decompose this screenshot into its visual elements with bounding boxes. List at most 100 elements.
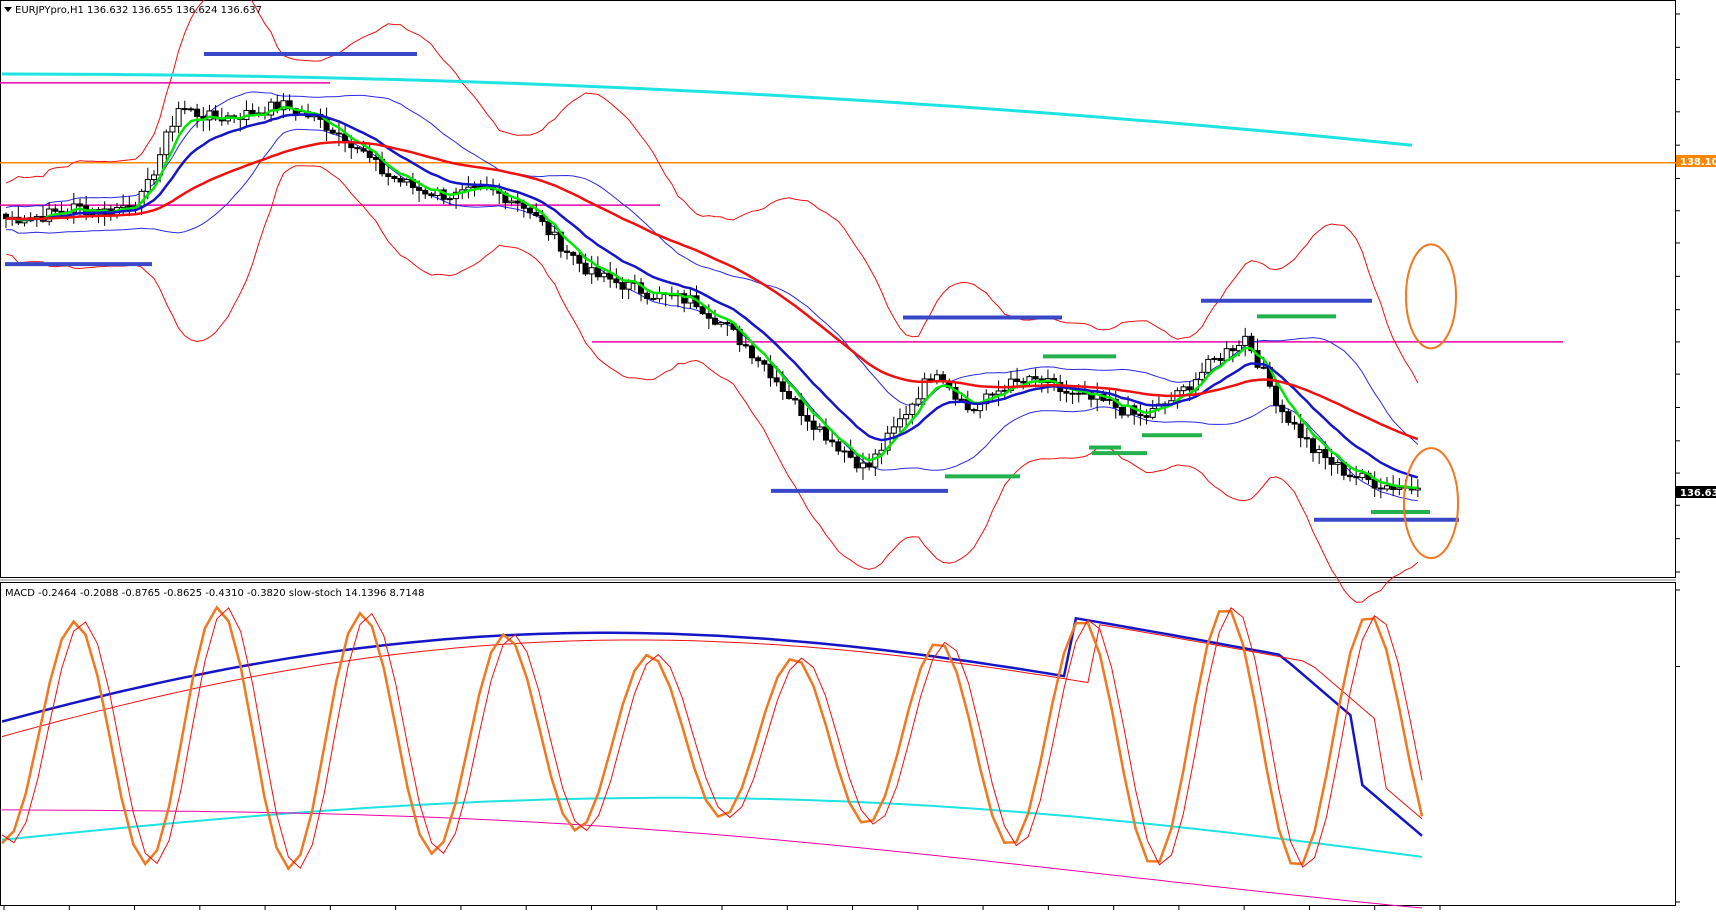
- macd-long-average-line: [1, 796, 1423, 858]
- main-pane-info-label: EURJPYpro,H1 136.632 136.655 136.624 136…: [15, 5, 262, 16]
- candle-bear: [619, 282, 626, 290]
- candle-bull: [921, 378, 928, 400]
- candle-bull: [1384, 485, 1391, 490]
- bollinger-outer-lower: [5, 165, 1419, 603]
- macd-lines-layer: [1, 605, 1424, 909]
- horizontal-levels-layer: [0, 82, 1676, 343]
- candle-bull: [1205, 358, 1212, 373]
- candle-bull: [1396, 487, 1403, 490]
- candle-bear: [181, 108, 188, 111]
- candle-bull: [150, 174, 157, 181]
- candle-bull: [1236, 344, 1243, 352]
- candle-bear: [810, 420, 817, 430]
- candle-bear: [354, 147, 361, 150]
- macd-pane-info-label: MACD -0.2464 -0.2088 -0.8765 -0.8625 -0.…: [5, 588, 425, 599]
- candle-bear: [58, 210, 65, 213]
- candle-bear: [705, 313, 712, 319]
- candle-bear: [847, 450, 854, 458]
- candle-bear: [391, 175, 398, 179]
- candle-bear: [1328, 457, 1335, 465]
- candle-bear: [1279, 404, 1286, 413]
- slow-stoch-main-line: [1, 605, 1424, 871]
- candle-bear: [724, 321, 731, 325]
- candle-bear: [1377, 487, 1384, 490]
- moving-averages-layer: [1, 72, 1419, 490]
- ma-long-line: [1, 72, 1413, 147]
- candle-bear: [866, 462, 873, 468]
- candle-bear: [385, 173, 392, 177]
- candle-bear: [650, 297, 657, 300]
- bollinger-bands-layer: [5, 0, 1419, 603]
- candle-bear: [1229, 348, 1236, 352]
- candle-bear: [594, 267, 601, 278]
- candle-bear: [539, 215, 546, 223]
- current-price-tag: [1676, 486, 1716, 498]
- current-price-text: 136.637: [1680, 488, 1716, 499]
- candle-bear: [1143, 415, 1150, 418]
- candle-bear: [212, 110, 219, 120]
- candle-bear: [829, 439, 836, 443]
- candle-bull: [163, 131, 170, 156]
- candle-bear: [1273, 385, 1280, 406]
- candle-bear: [1032, 376, 1039, 380]
- candle-bull: [471, 186, 478, 189]
- candle-bear: [712, 317, 718, 325]
- dropdown-triangle-icon[interactable]: [4, 7, 12, 12]
- time-axis-layer: [3, 906, 1441, 910]
- candle-bear: [582, 262, 589, 275]
- candle-bear: [927, 378, 934, 381]
- candle-bear: [1303, 437, 1310, 440]
- candle-bull: [896, 418, 903, 428]
- candle-bear: [1254, 350, 1261, 368]
- candle-bear: [755, 357, 762, 362]
- candle-bear: [1217, 357, 1224, 361]
- main-pane-frame: [0, 0, 1676, 578]
- ema-mid-line: [5, 113, 1419, 479]
- candle-bear: [1291, 421, 1298, 425]
- candle-bear: [779, 381, 786, 392]
- candle-bull: [718, 321, 725, 325]
- candle-bear: [514, 200, 521, 204]
- candle-bear: [1347, 474, 1354, 478]
- candle-bear: [767, 363, 774, 379]
- candle-bear: [1020, 380, 1027, 384]
- candle-bull: [872, 453, 879, 468]
- orange-level-price-text: 138.101: [1680, 157, 1716, 168]
- macd-pane-frame: [0, 582, 1676, 906]
- candle-bear: [699, 306, 706, 315]
- candle-bull: [995, 390, 1002, 395]
- candle-bear: [335, 132, 342, 135]
- support-resistance-markers-layer: [5, 52, 1459, 560]
- candle-bear: [798, 399, 805, 417]
- candle-bear: [576, 254, 583, 264]
- candle-bull: [588, 267, 595, 275]
- candle-bear: [1014, 378, 1021, 382]
- candle-bear: [366, 150, 373, 159]
- candle-bear: [428, 193, 435, 196]
- candle-bull: [1242, 335, 1249, 346]
- candle-bear: [952, 387, 959, 400]
- candle-bear: [748, 345, 755, 359]
- candle-bear: [564, 250, 571, 253]
- candle-bear: [792, 398, 799, 401]
- candle-bear: [416, 186, 423, 191]
- candle-bear: [989, 393, 996, 396]
- candle-bull: [859, 462, 866, 469]
- candle-bull: [915, 398, 922, 405]
- candle-bull: [890, 426, 897, 434]
- candle-bull: [508, 200, 515, 204]
- candle-bull: [1414, 487, 1421, 491]
- candle-bull: [625, 281, 632, 290]
- candle-bull: [933, 374, 940, 381]
- candle-bear: [422, 189, 429, 195]
- candle-bear: [533, 212, 540, 217]
- candle-bear: [1353, 476, 1360, 479]
- bollinger-inner-upper: [5, 91, 1419, 445]
- candle-bear: [1285, 411, 1292, 423]
- candle-bear: [187, 108, 194, 111]
- candle-bull: [1211, 357, 1218, 360]
- candle-bear: [841, 450, 848, 453]
- candle-bear: [52, 208, 59, 212]
- candle-bull: [175, 108, 182, 127]
